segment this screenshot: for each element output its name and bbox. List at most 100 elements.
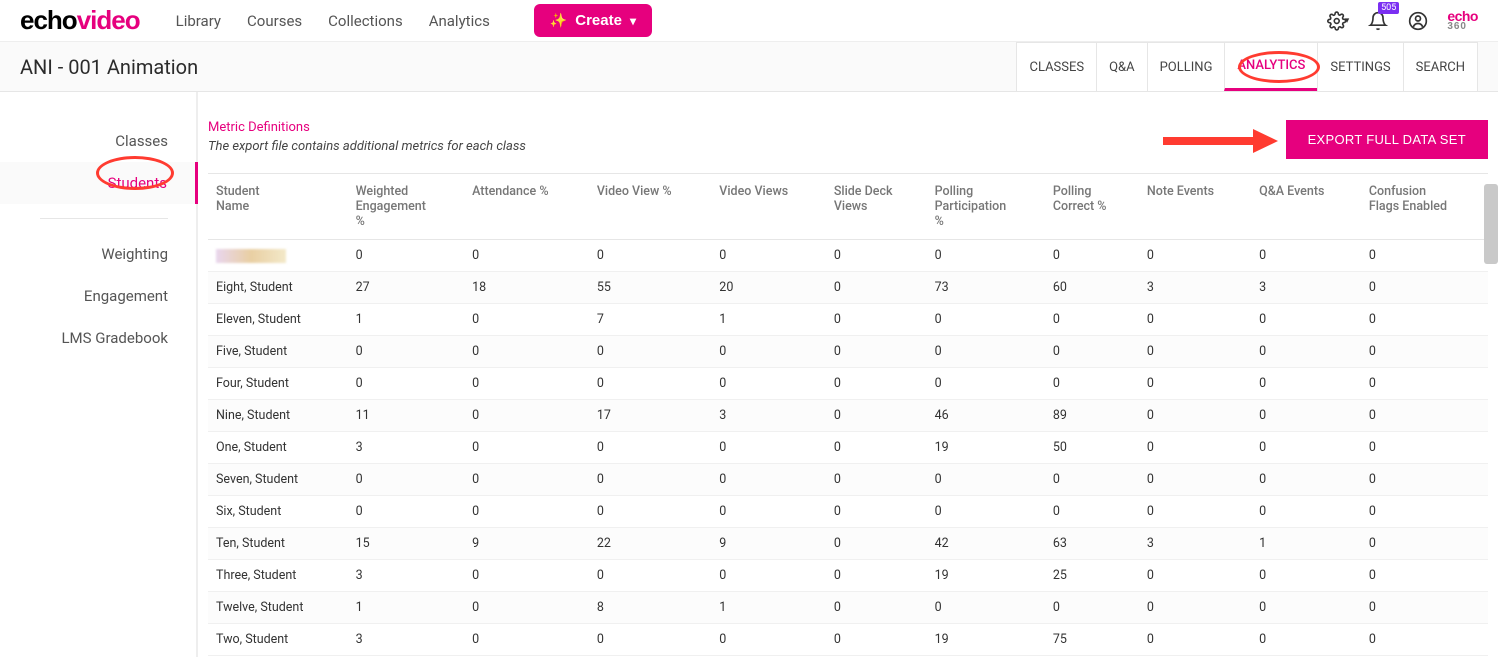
table-cell: 0: [589, 560, 711, 592]
table-row[interactable]: Four, Student0000000000: [208, 368, 1488, 400]
nav-collections[interactable]: Collections: [328, 12, 403, 30]
table-cell: 0: [1251, 304, 1361, 336]
column-header[interactable]: ConfusionFlags Enabled: [1361, 174, 1488, 240]
column-header[interactable]: WeightedEngagement%: [348, 174, 465, 240]
table-row[interactable]: Seven, Student0000000000: [208, 464, 1488, 496]
table-cell: 0: [711, 368, 826, 400]
sidebar-separator: [40, 218, 168, 219]
table-row[interactable]: Six, Student0000000000: [208, 496, 1488, 528]
tab-search[interactable]: SEARCH: [1403, 42, 1478, 91]
table-cell: 0: [826, 336, 927, 368]
nav-library[interactable]: Library: [176, 12, 221, 30]
table-row[interactable]: Twelve, Student1081000000: [208, 592, 1488, 624]
table-cell: 0: [1361, 560, 1488, 592]
account-icon[interactable]: [1407, 10, 1429, 32]
column-header[interactable]: StudentName: [208, 174, 348, 240]
table-cell: 0: [1139, 368, 1251, 400]
table-cell: 0: [1251, 464, 1361, 496]
sidebar-item-lms-gradebook[interactable]: LMS Gradebook: [0, 317, 196, 359]
notifications-bell-icon[interactable]: 505: [1367, 10, 1389, 32]
content-header: Metric Definitions The export file conta…: [208, 120, 1488, 159]
table-cell: 0: [1139, 240, 1251, 272]
column-header[interactable]: Slide DeckViews: [826, 174, 927, 240]
column-header[interactable]: Video Views: [711, 174, 826, 240]
table-cell: 3: [348, 432, 465, 464]
sidebar-item-weighting[interactable]: Weighting: [0, 233, 196, 275]
table-cell: 0: [711, 464, 826, 496]
sidebar-item-engagement[interactable]: Engagement: [0, 275, 196, 317]
course-bar: ANI - 001 Animation CLASSES Q&A POLLING …: [0, 42, 1498, 92]
table-row[interactable]: One, Student300001950000: [208, 432, 1488, 464]
table-cell: 0: [1045, 368, 1139, 400]
sidebar-item-classes[interactable]: Classes: [0, 120, 196, 162]
table-cell: 0: [464, 496, 589, 528]
scrollbar[interactable]: [1484, 184, 1498, 264]
column-header[interactable]: Q&A Events: [1251, 174, 1361, 240]
table-cell: 0: [464, 624, 589, 656]
table-cell: 0: [464, 560, 589, 592]
table-cell: 60: [1045, 272, 1139, 304]
table-cell: 0: [711, 560, 826, 592]
table-cell: [208, 240, 348, 272]
table-row[interactable]: Eight, Student2718552007360330: [208, 272, 1488, 304]
settings-gear-icon[interactable]: ▾: [1327, 10, 1349, 32]
tab-qa[interactable]: Q&A: [1096, 42, 1147, 91]
tab-analytics[interactable]: ANALYTICS: [1224, 42, 1317, 91]
table-cell: 0: [348, 240, 465, 272]
table-cell: 0: [1251, 336, 1361, 368]
notification-badge: 505: [1378, 2, 1399, 14]
table-cell: 3: [1139, 528, 1251, 560]
sidebar: Classes Students Weighting Engagement LM…: [0, 92, 198, 657]
column-header[interactable]: PollingCorrect %: [1045, 174, 1139, 240]
table-row[interactable]: Nine, Student11017304689000: [208, 400, 1488, 432]
table-row[interactable]: Two, Student300001975000: [208, 624, 1488, 656]
table-cell: 0: [589, 368, 711, 400]
column-header[interactable]: PollingParticipation%: [927, 174, 1045, 240]
content: Metric Definitions The export file conta…: [198, 92, 1498, 657]
table-cell: 0: [348, 464, 465, 496]
table-cell: 25: [1045, 560, 1139, 592]
column-header[interactable]: Attendance %: [464, 174, 589, 240]
table-cell: 0: [927, 368, 1045, 400]
create-button[interactable]: ✨ Create ▾: [534, 4, 652, 37]
table-row[interactable]: Eleven, Student1071000000: [208, 304, 1488, 336]
tab-polling[interactable]: POLLING: [1147, 42, 1225, 91]
table-cell: 0: [464, 368, 589, 400]
table-cell: 0: [1361, 432, 1488, 464]
table-cell: 0: [589, 240, 711, 272]
logo[interactable]: echovideo: [20, 5, 140, 36]
column-header[interactable]: Video View %: [589, 174, 711, 240]
tab-classes[interactable]: CLASSES: [1016, 42, 1096, 91]
metric-definitions-link[interactable]: Metric Definitions: [208, 120, 526, 135]
column-header[interactable]: Note Events: [1139, 174, 1251, 240]
table-row[interactable]: Five, Student0000000000: [208, 336, 1488, 368]
export-subtext: The export file contains additional metr…: [208, 139, 526, 154]
export-full-dataset-button[interactable]: EXPORT FULL DATA SET: [1286, 120, 1488, 159]
table-cell: 1: [348, 592, 465, 624]
table-cell: 1: [711, 304, 826, 336]
table-cell: 55: [589, 272, 711, 304]
tab-settings[interactable]: SETTINGS: [1317, 42, 1402, 91]
table-row[interactable]: Three, Student300001925000: [208, 560, 1488, 592]
table-cell: 0: [464, 336, 589, 368]
table-cell: 1: [711, 592, 826, 624]
table-cell: 0: [927, 464, 1045, 496]
table-cell: 0: [589, 464, 711, 496]
table-cell: 0: [589, 624, 711, 656]
echo360-logo[interactable]: echo360: [1447, 10, 1478, 32]
table-cell: 0: [927, 592, 1045, 624]
table-cell: 0: [711, 496, 826, 528]
table-row[interactable]: 0000000000: [208, 240, 1488, 272]
table-row[interactable]: Ten, Student15922904263310: [208, 528, 1488, 560]
table-head: StudentNameWeightedEngagement%Attendance…: [208, 174, 1488, 240]
table-cell: Three, Student: [208, 560, 348, 592]
nav-courses[interactable]: Courses: [247, 12, 302, 30]
sidebar-item-students[interactable]: Students: [0, 162, 198, 204]
table-cell: 0: [1251, 560, 1361, 592]
table-cell: Two, Student: [208, 624, 348, 656]
nav-analytics[interactable]: Analytics: [429, 12, 490, 30]
table-cell: 0: [826, 528, 927, 560]
table-cell: 0: [464, 432, 589, 464]
table-cell: 0: [1139, 560, 1251, 592]
table-cell: 9: [711, 528, 826, 560]
